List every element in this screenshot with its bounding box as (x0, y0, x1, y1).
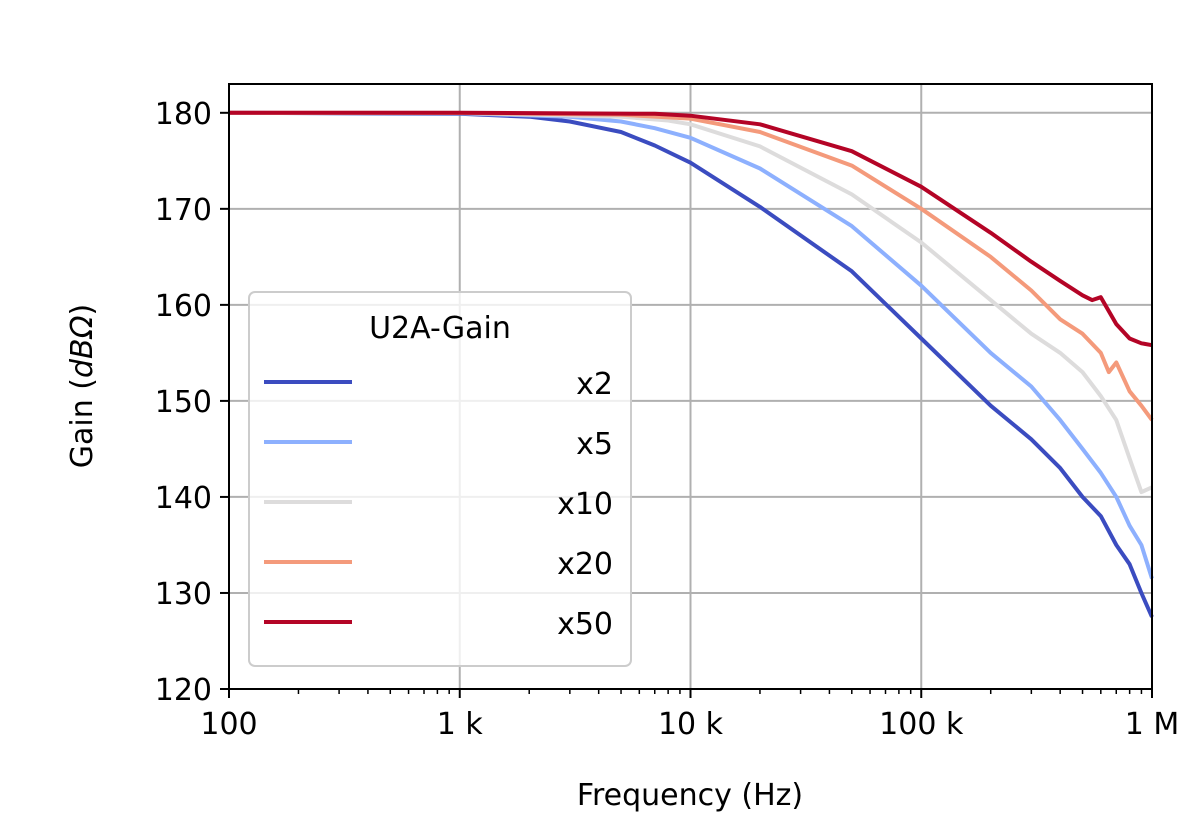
y-axis-label-prefix: Gain ( (65, 378, 100, 468)
series-line-x20 (228, 110, 1154, 422)
y-axis-label-unit: dBΩ (65, 315, 100, 378)
y-tick-label: 120 (155, 673, 212, 708)
legend-label-x5: x5 (576, 427, 613, 462)
y-tick-label: 150 (155, 385, 212, 420)
series-line-x10 (228, 110, 1153, 495)
legend-box (248, 291, 632, 667)
y-axis-label-suffix: ) (65, 304, 100, 316)
legend-label-x10: x10 (557, 487, 613, 522)
y-tick-label: 130 (155, 577, 212, 612)
series-line-x5 (228, 110, 1154, 580)
y-tick-label: 170 (155, 193, 212, 228)
legend-label-x50: x50 (557, 607, 613, 642)
series-line-x50 (229, 110, 1153, 348)
series-lines (228, 110, 1154, 618)
x-tick-label: 1 k (437, 707, 484, 742)
x-tick-label: 100 k (879, 707, 964, 742)
legend-label-x20: x20 (557, 547, 613, 582)
x-tick-label: 100 (200, 707, 257, 742)
x-tick-label: 10 k (658, 707, 724, 742)
y-tick-label: 180 (155, 97, 212, 132)
x-axis-label: Frequency (Hz) (577, 778, 803, 813)
series-line-x2 (228, 110, 1154, 618)
x-tick-label: 1 M (1125, 707, 1180, 742)
legend-entries: x2 x5 x10 x20 x50 (264, 367, 613, 642)
y-tick-label: 140 (155, 481, 212, 516)
legend: U2A-Gain x2 x5 x10 x20 x50 (248, 291, 632, 667)
axis-ticks: 100 1 k 10 k 100 k 1 M 120 130 140 150 160 170 180 (155, 97, 1180, 742)
legend-title: U2A-Gain (369, 311, 511, 346)
y-axis-label: Gain (dBΩ) (65, 304, 100, 469)
legend-label-x2: x2 (576, 367, 613, 402)
y-tick-label: 160 (155, 289, 212, 324)
